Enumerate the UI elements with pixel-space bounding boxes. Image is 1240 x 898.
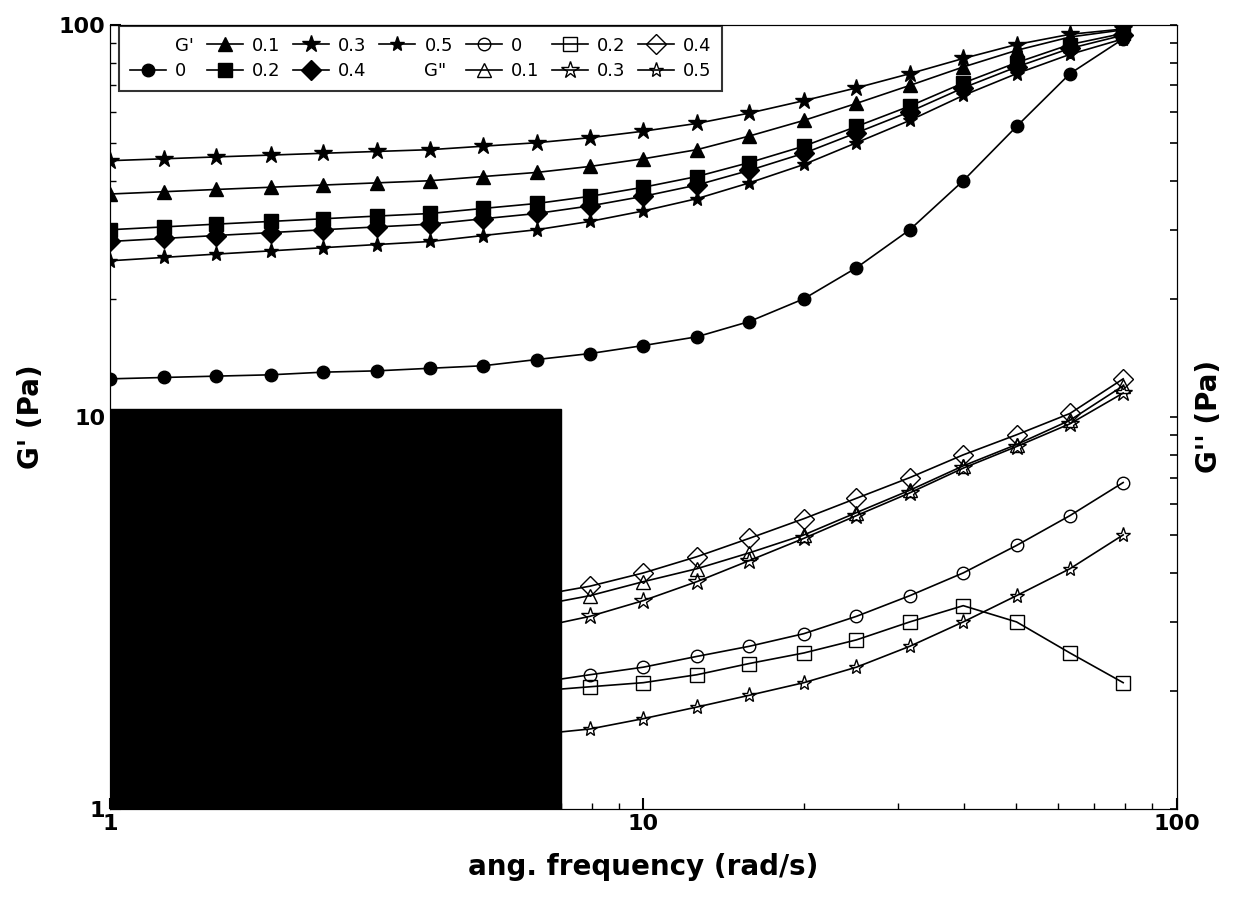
Bar bbox=[110, 409, 560, 809]
X-axis label: ang. frequency (rad/s): ang. frequency (rad/s) bbox=[469, 853, 818, 881]
Y-axis label: G'' (Pa): G'' (Pa) bbox=[1195, 360, 1224, 473]
Y-axis label: G' (Pa): G' (Pa) bbox=[16, 365, 45, 469]
Legend: G', 0, 0.1, 0.2, 0.3, 0.4, 0.5, G", 0, 0.1, 0.2, 0.3, 0.4, 0.5: G', 0, 0.1, 0.2, 0.3, 0.4, 0.5, G", 0, 0… bbox=[119, 26, 723, 91]
